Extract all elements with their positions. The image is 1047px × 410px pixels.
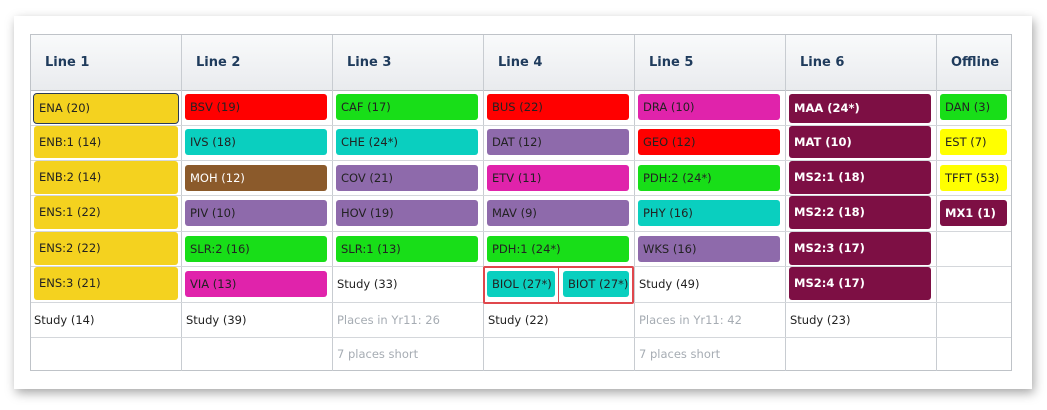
- places-in-yr11: Places in Yr11: 42: [639, 313, 742, 327]
- class-chip[interactable]: VIA (13): [185, 271, 327, 297]
- study-count: Study (39): [186, 313, 247, 327]
- row-divider: [31, 125, 1011, 126]
- row-divider: [31, 195, 1011, 196]
- class-chip[interactable]: COV (21): [336, 165, 478, 191]
- highlight-divider: [558, 268, 559, 302]
- class-chip[interactable]: GEO (12): [638, 129, 780, 155]
- class-chip[interactable]: MX1 (1): [940, 200, 1007, 226]
- class-chip[interactable]: PHY (16): [638, 200, 780, 226]
- class-chip[interactable]: MAA (24*): [789, 94, 931, 123]
- column-divider: [785, 90, 786, 371]
- class-chip[interactable]: DAN (3): [940, 94, 1007, 120]
- study-count: Study (33): [337, 277, 398, 291]
- column-divider: [332, 90, 333, 371]
- class-chip[interactable]: ETV (11): [487, 165, 629, 191]
- class-chip[interactable]: MS2:1 (18): [789, 161, 931, 194]
- class-chip[interactable]: MS2:4 (17): [789, 267, 931, 300]
- study-count: Study (23): [790, 313, 851, 327]
- class-chip-biol[interactable]: BIOL (27*): [487, 271, 555, 297]
- class-chip-biot[interactable]: BIOT (27*): [563, 271, 629, 297]
- column-divider: [634, 90, 635, 371]
- class-chip[interactable]: EST (7): [940, 129, 1007, 155]
- study-count: Study (22): [488, 313, 549, 327]
- column-divider: [181, 90, 182, 371]
- class-chip[interactable]: WKS (16): [638, 236, 780, 262]
- class-chip[interactable]: CHE (24*): [336, 129, 478, 155]
- class-chip[interactable]: ENB:2 (14): [34, 161, 178, 194]
- row-divider: [31, 337, 1011, 338]
- class-chip[interactable]: BSV (19): [185, 94, 327, 120]
- column-divider: [936, 90, 937, 371]
- class-chip[interactable]: ENA (20): [33, 93, 179, 124]
- class-chip[interactable]: HOV (19): [336, 200, 478, 226]
- class-chip[interactable]: DAT (12): [487, 129, 629, 155]
- places-short: 7 places short: [639, 347, 721, 361]
- places-in-yr11: Places in Yr11: 26: [337, 313, 440, 327]
- header-line-1[interactable]: Line 1: [31, 35, 182, 90]
- class-chip[interactable]: SLR:1 (13): [336, 236, 478, 262]
- class-chip[interactable]: MAV (9): [487, 200, 629, 226]
- study-count: Study (14): [34, 313, 95, 327]
- column-divider: [483, 90, 484, 371]
- class-chip[interactable]: DRA (10): [638, 94, 780, 120]
- header-line-6[interactable]: Line 6: [786, 35, 937, 90]
- class-chip[interactable]: PDH:1 (24*): [487, 236, 629, 262]
- class-chip[interactable]: ENS:3 (21): [34, 267, 178, 300]
- header-offline[interactable]: Offline: [951, 55, 1000, 70]
- class-chip[interactable]: ENB:1 (14): [34, 126, 178, 158]
- class-chip[interactable]: SLR:2 (16): [185, 236, 327, 262]
- class-chip[interactable]: MOH (12): [185, 165, 327, 191]
- class-chip[interactable]: PDH:2 (24*): [638, 165, 780, 191]
- class-chip[interactable]: PIV (10): [185, 200, 327, 226]
- highlight-box: [483, 266, 634, 304]
- class-chip[interactable]: ENS:1 (22): [34, 196, 178, 229]
- row-divider: [31, 231, 1011, 232]
- class-chip[interactable]: MS2:2 (18): [789, 196, 931, 229]
- places-short: 7 places short: [337, 347, 419, 361]
- class-chip[interactable]: MAT (10): [789, 126, 931, 158]
- lines-grid: Line 1 Line 2 Line 3 Line 4 Line 5 Line …: [30, 34, 1012, 371]
- class-chip[interactable]: TFFT (53): [940, 165, 1007, 191]
- class-chip[interactable]: ENS:2 (22): [34, 232, 178, 265]
- class-chip[interactable]: IVS (18): [185, 129, 327, 155]
- grid-header: Line 1 Line 2 Line 3 Line 4 Line 5 Line …: [31, 35, 1011, 91]
- header-line-5[interactable]: Line 5: [635, 35, 786, 90]
- header-line-3[interactable]: Line 3: [333, 35, 484, 90]
- class-chip[interactable]: BUS (22): [487, 94, 629, 120]
- header-line-2[interactable]: Line 2: [182, 35, 333, 90]
- class-chip[interactable]: CAF (17): [336, 94, 478, 120]
- study-count: Study (49): [639, 277, 700, 291]
- header-line-4[interactable]: Line 4: [484, 35, 635, 90]
- class-chip[interactable]: MS2:3 (17): [789, 232, 931, 265]
- row-divider: [31, 160, 1011, 161]
